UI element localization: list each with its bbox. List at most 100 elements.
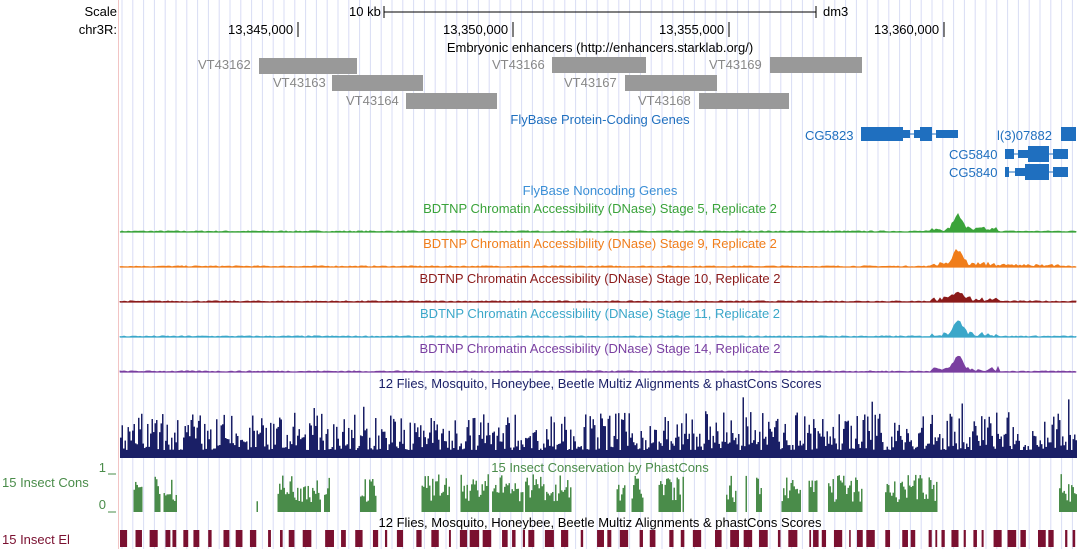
multiz-bar: [723, 412, 725, 458]
conserved-element: [743, 530, 753, 547]
multiz-bar: [1000, 436, 1002, 458]
conserved-element: [821, 530, 827, 547]
phastcons-bar: [849, 485, 851, 512]
phastcons-bar: [1060, 474, 1062, 512]
multiz-bar: [529, 436, 531, 458]
multiz-bar: [633, 442, 635, 458]
flybase-coding-track-title[interactable]: FlyBase Protein-Coding Genes: [510, 112, 690, 127]
multiz-bar: [817, 431, 819, 458]
phastcons-axis-max: 1: [98, 460, 106, 475]
phastcons-bar: [307, 485, 309, 512]
multiz-bar: [796, 412, 798, 458]
phastcons-bar: [907, 475, 909, 512]
multiz-bar: [436, 424, 438, 458]
enhancer-label[interactable]: VT43168: [638, 93, 691, 108]
phastcons-bar: [477, 490, 479, 512]
multiz-bar: [400, 418, 402, 458]
gene-exon: [1053, 149, 1068, 159]
phastcons-bar: [532, 474, 534, 512]
multiz-bar: [1002, 446, 1004, 458]
multiz-bar: [310, 425, 312, 458]
multiz-bar: [927, 443, 929, 458]
multiz-bar: [408, 449, 410, 458]
multiz-bar: [415, 432, 417, 458]
phastcons-bar: [816, 480, 818, 512]
phastcons-track-title[interactable]: 15 Insect Conservation by PhastCons: [491, 460, 709, 475]
multiz-bar: [1039, 440, 1041, 458]
multiz-bar: [409, 422, 411, 458]
enhancer-label[interactable]: VT43164: [346, 93, 399, 108]
conserved-element: [544, 530, 554, 547]
multiz-bar: [876, 435, 878, 458]
multiz-bar: [352, 438, 354, 458]
elements-track-title[interactable]: 12 Flies, Mosquito, Honeybee, Beetle Mul…: [378, 515, 822, 530]
phastcons-bar: [441, 493, 443, 512]
multiz-bar: [378, 435, 380, 458]
multiz-bar: [393, 418, 395, 458]
multiz-bar: [135, 443, 137, 458]
phastcons-bar: [661, 484, 663, 512]
phastcons-bar: [846, 494, 848, 512]
multiz-bar: [1029, 449, 1031, 458]
multiz-bar: [223, 414, 225, 458]
multiz-bar: [510, 447, 512, 458]
gene-label-l3-07882[interactable]: l(3)07882: [997, 128, 1052, 143]
enhancer-label[interactable]: VT43163: [273, 75, 326, 90]
dnase-track-title[interactable]: BDTNP Chromatin Accessibility (DNase) St…: [419, 341, 781, 356]
multiz-bar: [256, 430, 258, 458]
phastcons-bar: [624, 485, 626, 512]
dnase-track-title[interactable]: BDTNP Chromatin Accessibility (DNase) St…: [423, 201, 777, 216]
enhancer-label[interactable]: VT43167: [564, 75, 617, 90]
phastcons-bar: [498, 492, 500, 512]
multiz-bar: [1033, 435, 1035, 458]
enhancer-label[interactable]: VT43162: [198, 57, 251, 72]
phastcons-bar: [1072, 487, 1074, 512]
enhancers-track-title[interactable]: Embryonic enhancers (http://enhancers.st…: [446, 40, 754, 55]
flybase-noncoding-track-title[interactable]: FlyBase Noncoding Genes: [522, 183, 678, 198]
dnase-track-title[interactable]: BDTNP Chromatin Accessibility (DNase) St…: [419, 271, 781, 286]
elements-side-label[interactable]: 15 Insect El: [2, 532, 70, 547]
phastcons-bar: [852, 501, 854, 512]
phastcons-bar: [480, 494, 482, 512]
phastcons-bar: [679, 494, 681, 512]
multiz-bar: [909, 441, 911, 458]
dnase-track-title[interactable]: BDTNP Chromatin Accessibility (DNase) St…: [423, 236, 777, 251]
enhancer-block: [770, 57, 862, 73]
multiz-bar: [307, 449, 309, 458]
multiz-bar: [672, 443, 674, 458]
phastcons-bar: [460, 474, 462, 512]
multiz-bar: [1068, 399, 1070, 458]
gene-label-cg5840[interactable]: CG5840: [949, 147, 998, 162]
phastcons-bar: [280, 489, 282, 512]
multiz-bar: [300, 439, 302, 458]
multiz-bar: [387, 449, 389, 458]
multiz-bar: [933, 444, 935, 458]
multiz-bar: [196, 427, 198, 458]
dnase-track-title[interactable]: BDTNP Chromatin Accessibility (DNase) St…: [419, 306, 781, 321]
multiz-bar: [825, 446, 827, 458]
conserved-element: [813, 530, 819, 547]
phastcons-bar: [834, 501, 836, 512]
phastcons-bar: [444, 484, 446, 512]
gene-label-cg5840[interactable]: CG5840: [949, 165, 998, 180]
phastcons-bar: [901, 481, 903, 512]
multiz-bar: [1071, 449, 1073, 458]
phastcons-bar: [156, 479, 158, 512]
gene-label-cg5823[interactable]: CG5823: [805, 128, 854, 143]
multiz-bar: [1020, 449, 1022, 458]
multiz-bar: [850, 425, 852, 458]
multiz-track-title[interactable]: 12 Flies, Mosquito, Honeybee, Beetle Mul…: [378, 376, 822, 391]
multiz-bar: [660, 443, 662, 458]
phastcons-bar: [562, 491, 564, 512]
multiz-bar: [198, 420, 200, 458]
phastcons-bar: [514, 483, 516, 512]
enhancer-label[interactable]: VT43169: [709, 57, 762, 72]
multiz-bar: [163, 449, 165, 458]
enhancer-label[interactable]: VT43166: [492, 57, 545, 72]
phastcons-side-label[interactable]: 15 Insect Cons: [2, 475, 89, 490]
phastcons-bar: [783, 488, 785, 512]
phastcons-bar: [792, 480, 794, 512]
multiz-bar: [939, 434, 941, 458]
multiz-bar: [166, 424, 168, 458]
